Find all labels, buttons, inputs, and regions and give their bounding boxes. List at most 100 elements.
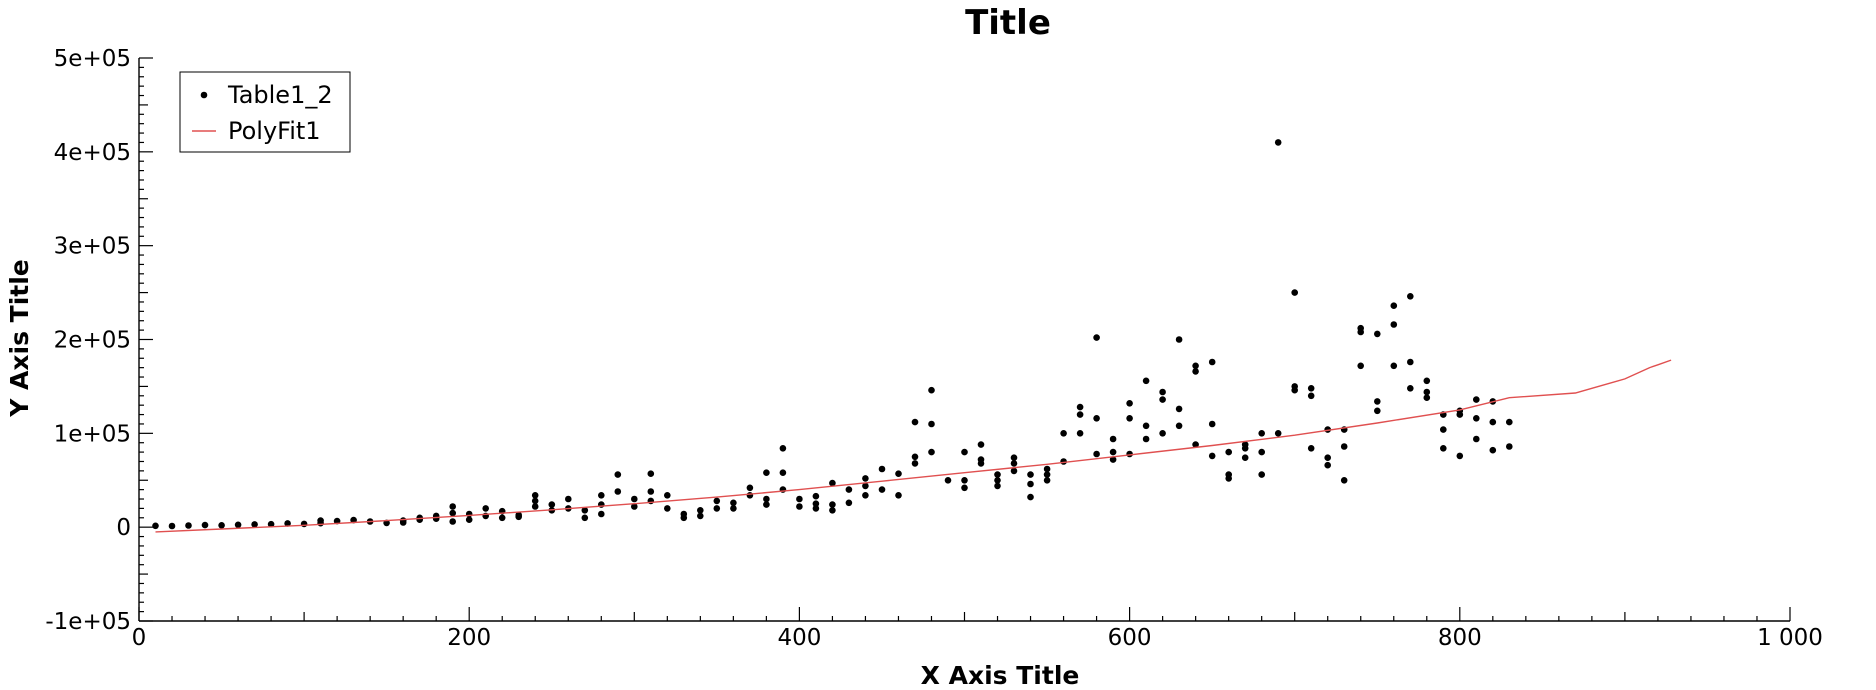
data-point <box>1390 362 1398 370</box>
data-point <box>449 503 457 510</box>
y-tick-label: 2e+05 <box>54 328 131 354</box>
data-point <box>713 497 721 505</box>
data-point <box>1489 418 1497 426</box>
data-point <box>845 486 853 493</box>
data-point <box>911 418 919 426</box>
data-point <box>862 482 869 490</box>
data-point <box>498 514 506 522</box>
x-tick-label: 800 <box>1438 625 1482 651</box>
data-point <box>664 505 671 512</box>
data-point <box>598 492 605 499</box>
data-point <box>779 469 787 477</box>
data-point <box>1241 454 1249 462</box>
data-point <box>449 509 457 517</box>
data-point <box>1291 289 1298 296</box>
data-point <box>399 517 407 524</box>
data-point <box>994 477 1001 484</box>
data-point <box>961 484 968 492</box>
data-point <box>1407 293 1414 300</box>
data-point <box>746 492 754 499</box>
data-point <box>862 492 869 499</box>
legend-label: Table1_2 <box>227 81 333 109</box>
data-point <box>1175 336 1183 343</box>
data-point <box>1473 396 1480 403</box>
data-point <box>1274 430 1282 437</box>
data-point <box>1258 430 1265 437</box>
y-tick-label: 3e+05 <box>54 234 131 260</box>
data-point <box>1109 448 1117 456</box>
data-point <box>1192 441 1199 448</box>
y-axis-title: Y Axis Title <box>5 259 34 418</box>
chart-title: Title <box>965 3 1051 43</box>
legend-swatch-point <box>200 91 208 99</box>
data-point <box>1274 139 1282 146</box>
data-point <box>713 505 721 512</box>
data-point <box>1340 443 1348 450</box>
data-point <box>1423 394 1431 402</box>
data-point <box>251 521 258 528</box>
y-tick-label: 0 <box>116 515 131 541</box>
data-point <box>878 465 886 473</box>
y-tick-label: 4e+05 <box>54 140 131 166</box>
data-point <box>482 505 490 512</box>
data-point <box>1043 477 1051 484</box>
y-tick-label: 1e+05 <box>54 421 131 447</box>
data-point <box>647 488 655 495</box>
data-point <box>531 497 539 505</box>
data-point <box>1010 454 1018 462</box>
data-point <box>465 516 473 523</box>
data-point <box>1043 465 1051 473</box>
data-point <box>515 511 522 519</box>
data-point <box>1142 377 1150 385</box>
data-point <box>1142 422 1150 430</box>
x-axis-title: X Axis Title <box>921 661 1080 690</box>
data-point <box>829 479 836 487</box>
data-point <box>1423 388 1431 396</box>
data-point <box>829 501 836 508</box>
data-point <box>647 470 655 478</box>
data-point <box>1159 396 1166 403</box>
data-point <box>1241 441 1249 448</box>
legend: Table1_2 PolyFit1 <box>179 71 351 153</box>
data-point <box>1126 415 1133 422</box>
data-point <box>1109 456 1117 463</box>
data-point <box>185 522 192 529</box>
data-point <box>565 495 572 503</box>
data-point <box>1175 422 1183 430</box>
data-point <box>928 448 935 456</box>
data-point <box>432 515 440 522</box>
data-point <box>1390 302 1398 310</box>
data-point <box>1324 454 1331 462</box>
data-point <box>614 471 622 478</box>
data-point <box>1440 426 1447 433</box>
data-point <box>878 486 886 493</box>
data-point <box>1076 411 1084 418</box>
data-point <box>1126 400 1133 407</box>
data-point <box>1159 430 1166 437</box>
data-point <box>1076 403 1084 411</box>
data-point <box>1307 392 1315 400</box>
data-point <box>862 475 869 482</box>
data-point <box>763 501 770 508</box>
data-point <box>1142 435 1150 443</box>
data-point <box>1473 435 1480 443</box>
data-point <box>895 492 902 499</box>
data-point <box>1357 324 1364 332</box>
data-point <box>1159 388 1166 396</box>
data-point <box>994 471 1001 478</box>
data-point <box>911 460 919 467</box>
data-point <box>1307 445 1315 452</box>
data-point <box>1307 385 1315 392</box>
data-point <box>1407 358 1414 366</box>
data-point <box>1423 377 1431 385</box>
data-point <box>1340 477 1348 484</box>
data-point <box>1374 330 1381 338</box>
data-point <box>1456 452 1464 460</box>
legend-box <box>179 71 351 153</box>
data-point <box>697 512 704 520</box>
data-point <box>845 499 853 507</box>
data-point <box>465 510 473 518</box>
data-point <box>1027 480 1034 488</box>
data-point <box>928 420 935 428</box>
y-tick-label: -1e+05 <box>45 609 131 635</box>
